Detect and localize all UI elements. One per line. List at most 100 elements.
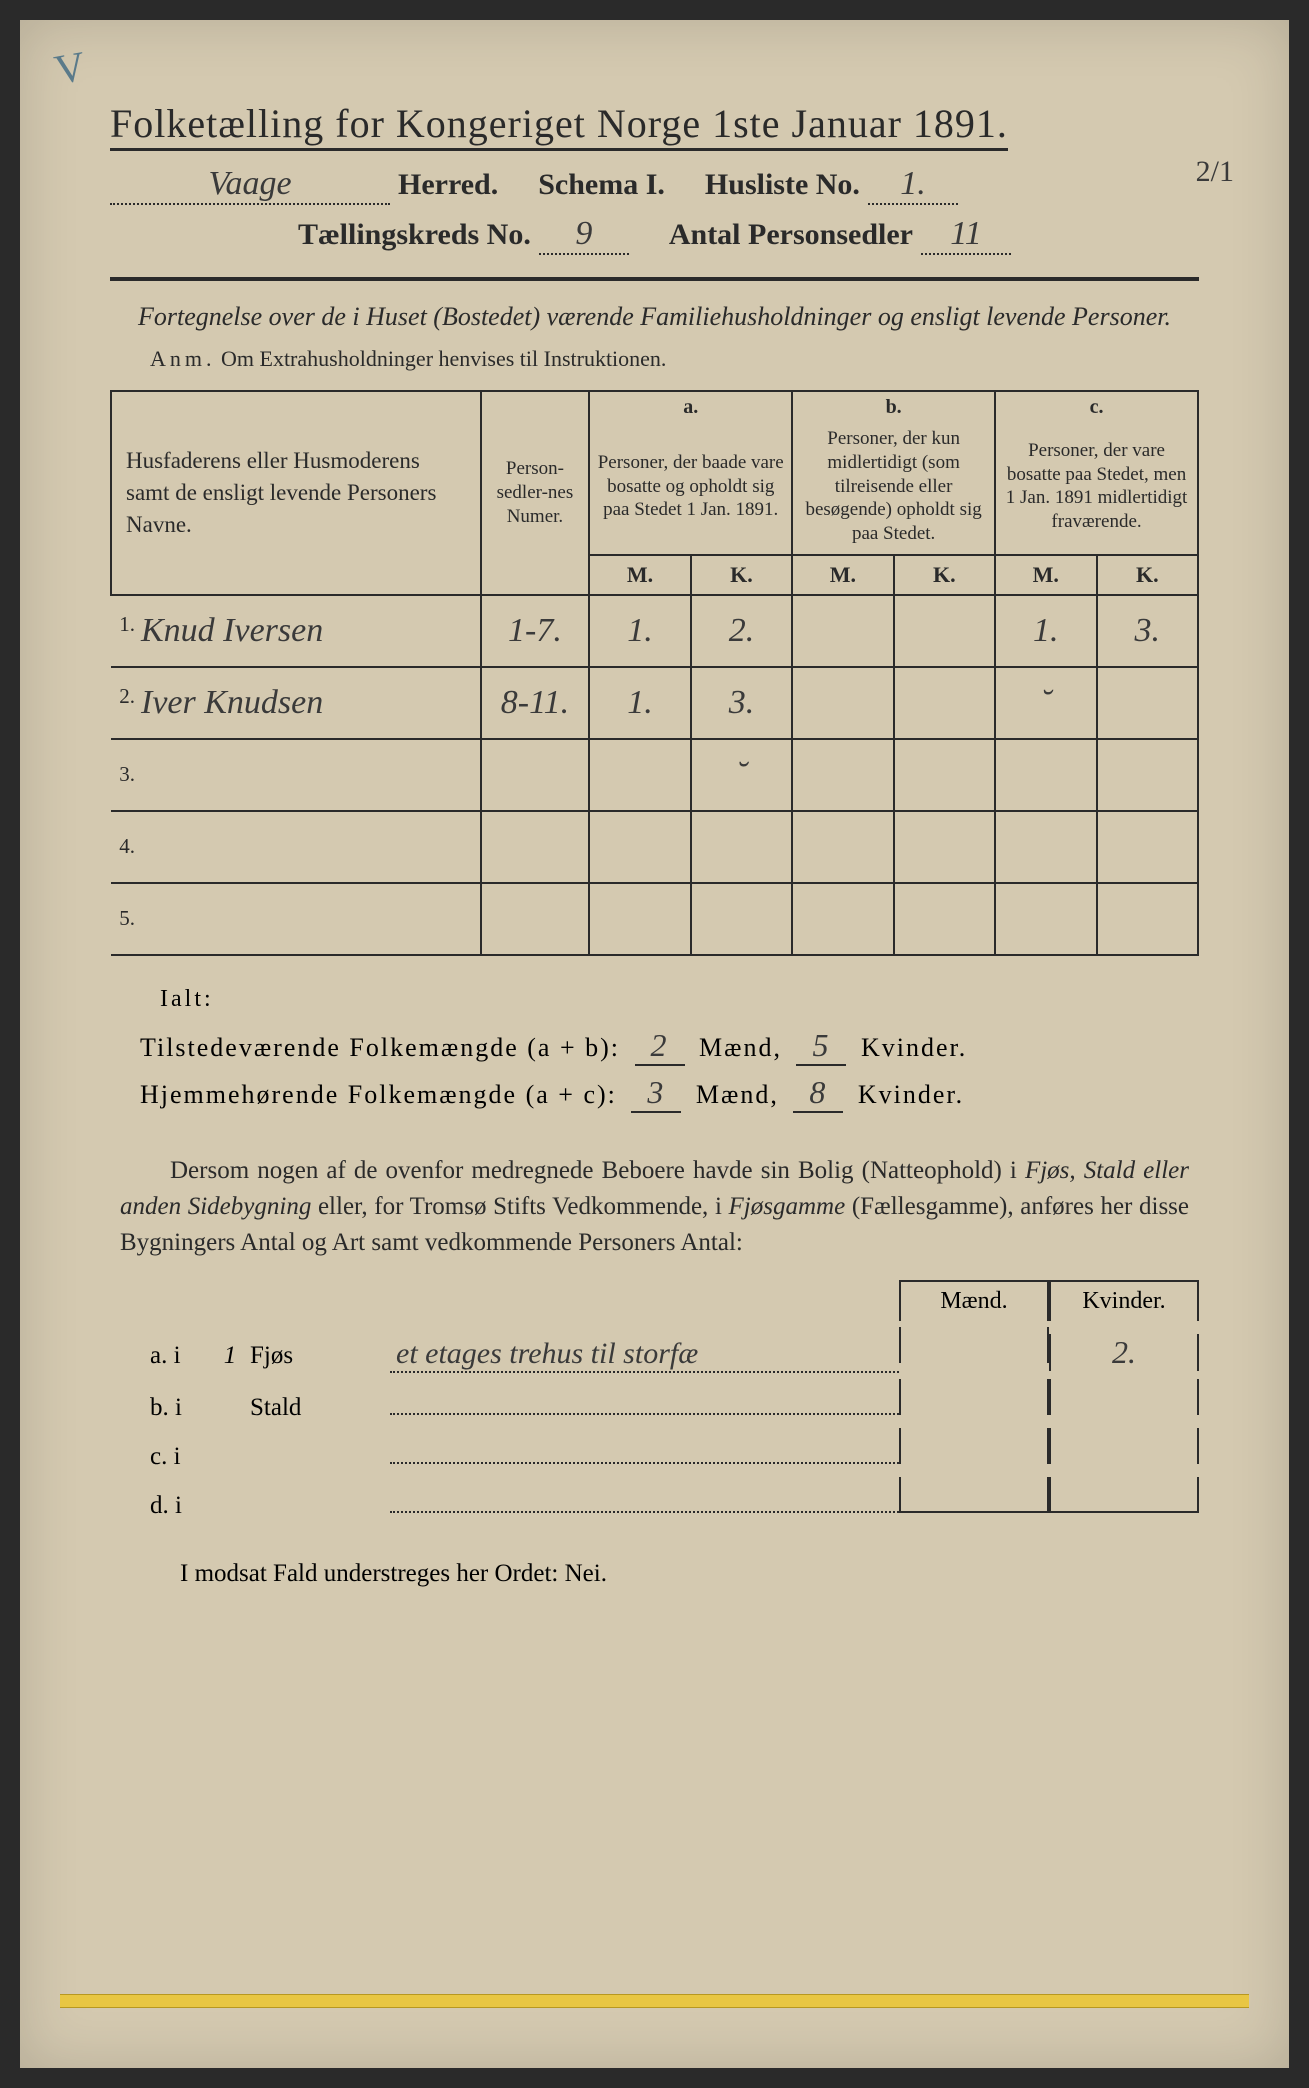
summary-present-label: Tilstedeværende Folkemængde (a + b):	[140, 1033, 620, 1062]
row-ck	[1097, 667, 1198, 739]
row-am	[589, 811, 690, 883]
row-ck: 3.	[1097, 595, 1198, 667]
row-ak: 3.	[691, 667, 792, 739]
row-bk	[894, 739, 995, 811]
row-ck	[1097, 811, 1198, 883]
row-bm	[792, 739, 893, 811]
kreds-label: Tællingskreds No.	[298, 218, 531, 252]
row-bm	[792, 883, 893, 955]
building-k	[1049, 1379, 1199, 1415]
building-kvinder-header: Kvinder.	[1049, 1280, 1199, 1321]
summary-present: Tilstedeværende Folkemængde (a + b): 2 M…	[140, 1027, 1199, 1066]
ialt-label: Ialt:	[160, 986, 1199, 1013]
table-row: 2.Iver Knudsen8-11.1.3.˘	[111, 667, 1198, 739]
col-c-text: Personer, der vare bosatte paa Stedet, m…	[995, 419, 1198, 555]
summary-resident-label: Hjemmehørende Folkemængde (a + c):	[140, 1080, 617, 1109]
building-note	[390, 1485, 899, 1513]
summary-resident-m: 3	[631, 1074, 681, 1113]
col-b-letter: b.	[792, 391, 995, 419]
col-b-k: K.	[894, 555, 995, 595]
row-cm	[995, 811, 1096, 883]
building-k	[1049, 1477, 1199, 1513]
col-a-k: K.	[691, 555, 792, 595]
row-numer	[481, 811, 590, 883]
row-name: 2.Iver Knudsen	[111, 667, 481, 739]
col-a-text: Personer, der baade vare bosatte og opho…	[589, 419, 792, 555]
corner-mark: V	[51, 43, 89, 96]
row-ak: ˘	[691, 739, 792, 811]
table-row: 4.	[111, 811, 1198, 883]
row-numer: 8-11.	[481, 667, 590, 739]
summary-present-m: 2	[635, 1027, 685, 1066]
building-label: c. i	[150, 1443, 210, 1471]
row-bk	[894, 883, 995, 955]
kreds-row: Tællingskreds No. 9 Antal Personsedler 1…	[110, 215, 1199, 255]
row-ak: 2.	[691, 595, 792, 667]
row-name: 3.	[111, 739, 481, 811]
kvinder-label-2: Kvinder.	[858, 1080, 964, 1109]
para-i2: Fjøsgamme	[729, 1193, 846, 1220]
para-p2: eller, for Tromsø Stifts Vedkommende, i	[311, 1193, 728, 1220]
building-m	[899, 1379, 1049, 1415]
husliste-value: 1.	[868, 165, 958, 205]
row-name: 1.Knud Iversen	[111, 595, 481, 667]
antal-label: Antal Personsedler	[669, 218, 913, 252]
col-b-m: M.	[792, 555, 893, 595]
kvinder-label: Kvinder.	[861, 1033, 967, 1062]
building-k	[1049, 1428, 1199, 1464]
herred-value: Vaage	[110, 165, 390, 205]
summary-resident-k: 8	[793, 1074, 843, 1113]
table-row: 3. ˘	[111, 739, 1198, 811]
row-cm: 1.	[995, 595, 1096, 667]
maend-label-2: Mænd,	[696, 1080, 779, 1109]
building-maend-header: Mænd.	[899, 1280, 1049, 1321]
building-note	[390, 1387, 899, 1415]
right-annotation: 2/1	[1196, 155, 1234, 189]
herred-row: Vaage Herred. Schema I. Husliste No. 1.	[110, 165, 1199, 205]
building-m	[899, 1428, 1049, 1464]
row-bm	[792, 811, 893, 883]
building-count: 1	[210, 1342, 250, 1370]
row-name: 4.	[111, 811, 481, 883]
census-form-page: V 2/1 Folketælling for Kongeriget Norge …	[20, 20, 1289, 2068]
building-type: Fjøs	[250, 1342, 390, 1370]
row-ck	[1097, 883, 1198, 955]
table-row: 1.Knud Iversen1-7.1.2.1.3.	[111, 595, 1198, 667]
col-numer-header: Person-sedler-nes Numer.	[481, 391, 590, 595]
col-a-m: M.	[589, 555, 690, 595]
husliste-label: Husliste No.	[705, 168, 860, 202]
col-b-text: Personer, der kun midlertidigt (som tilr…	[792, 419, 995, 555]
final-line: I modsat Fald understreges her Ordet: Ne…	[180, 1560, 1199, 1588]
summary-present-k: 5	[796, 1027, 846, 1066]
summary-resident: Hjemmehørende Folkemængde (a + c): 3 Mæn…	[140, 1074, 1199, 1113]
building-paragraph: Dersom nogen af de ovenfor medregnede Be…	[120, 1153, 1189, 1262]
col-a-letter: a.	[589, 391, 792, 419]
row-numer: 1-7.	[481, 595, 590, 667]
row-ak	[691, 811, 792, 883]
herred-label: Herred.	[398, 168, 498, 202]
row-name: 5.	[111, 883, 481, 955]
row-bm	[792, 667, 893, 739]
building-k: 2.	[1049, 1334, 1199, 1371]
row-bk	[894, 667, 995, 739]
form-title: Folketælling for Kongeriget Norge 1ste J…	[110, 100, 1199, 147]
row-bk	[894, 811, 995, 883]
row-am	[589, 739, 690, 811]
building-row: d. i	[150, 1477, 1199, 1520]
row-numer	[481, 883, 590, 955]
col-c-k: K.	[1097, 555, 1198, 595]
building-mk-header: Mænd. Kvinder.	[110, 1280, 1199, 1321]
building-label: b. i	[150, 1394, 210, 1422]
row-bm	[792, 595, 893, 667]
row-am: 1.	[589, 667, 690, 739]
kreds-value: 9	[539, 215, 629, 255]
col-names-header: Husfaderens eller Husmoderens samt de en…	[111, 391, 481, 595]
row-numer	[481, 739, 590, 811]
maend-label: Mænd,	[699, 1033, 782, 1062]
building-row: b. iStald	[150, 1379, 1199, 1422]
intro-text: Fortegnelse over de i Huset (Bostedet) v…	[110, 299, 1199, 334]
building-label: a. i	[150, 1342, 210, 1370]
building-note: et etages trehus til storfæ	[390, 1337, 899, 1373]
antal-value: 11	[921, 215, 1011, 255]
household-table: Husfaderens eller Husmoderens samt de en…	[110, 390, 1199, 956]
